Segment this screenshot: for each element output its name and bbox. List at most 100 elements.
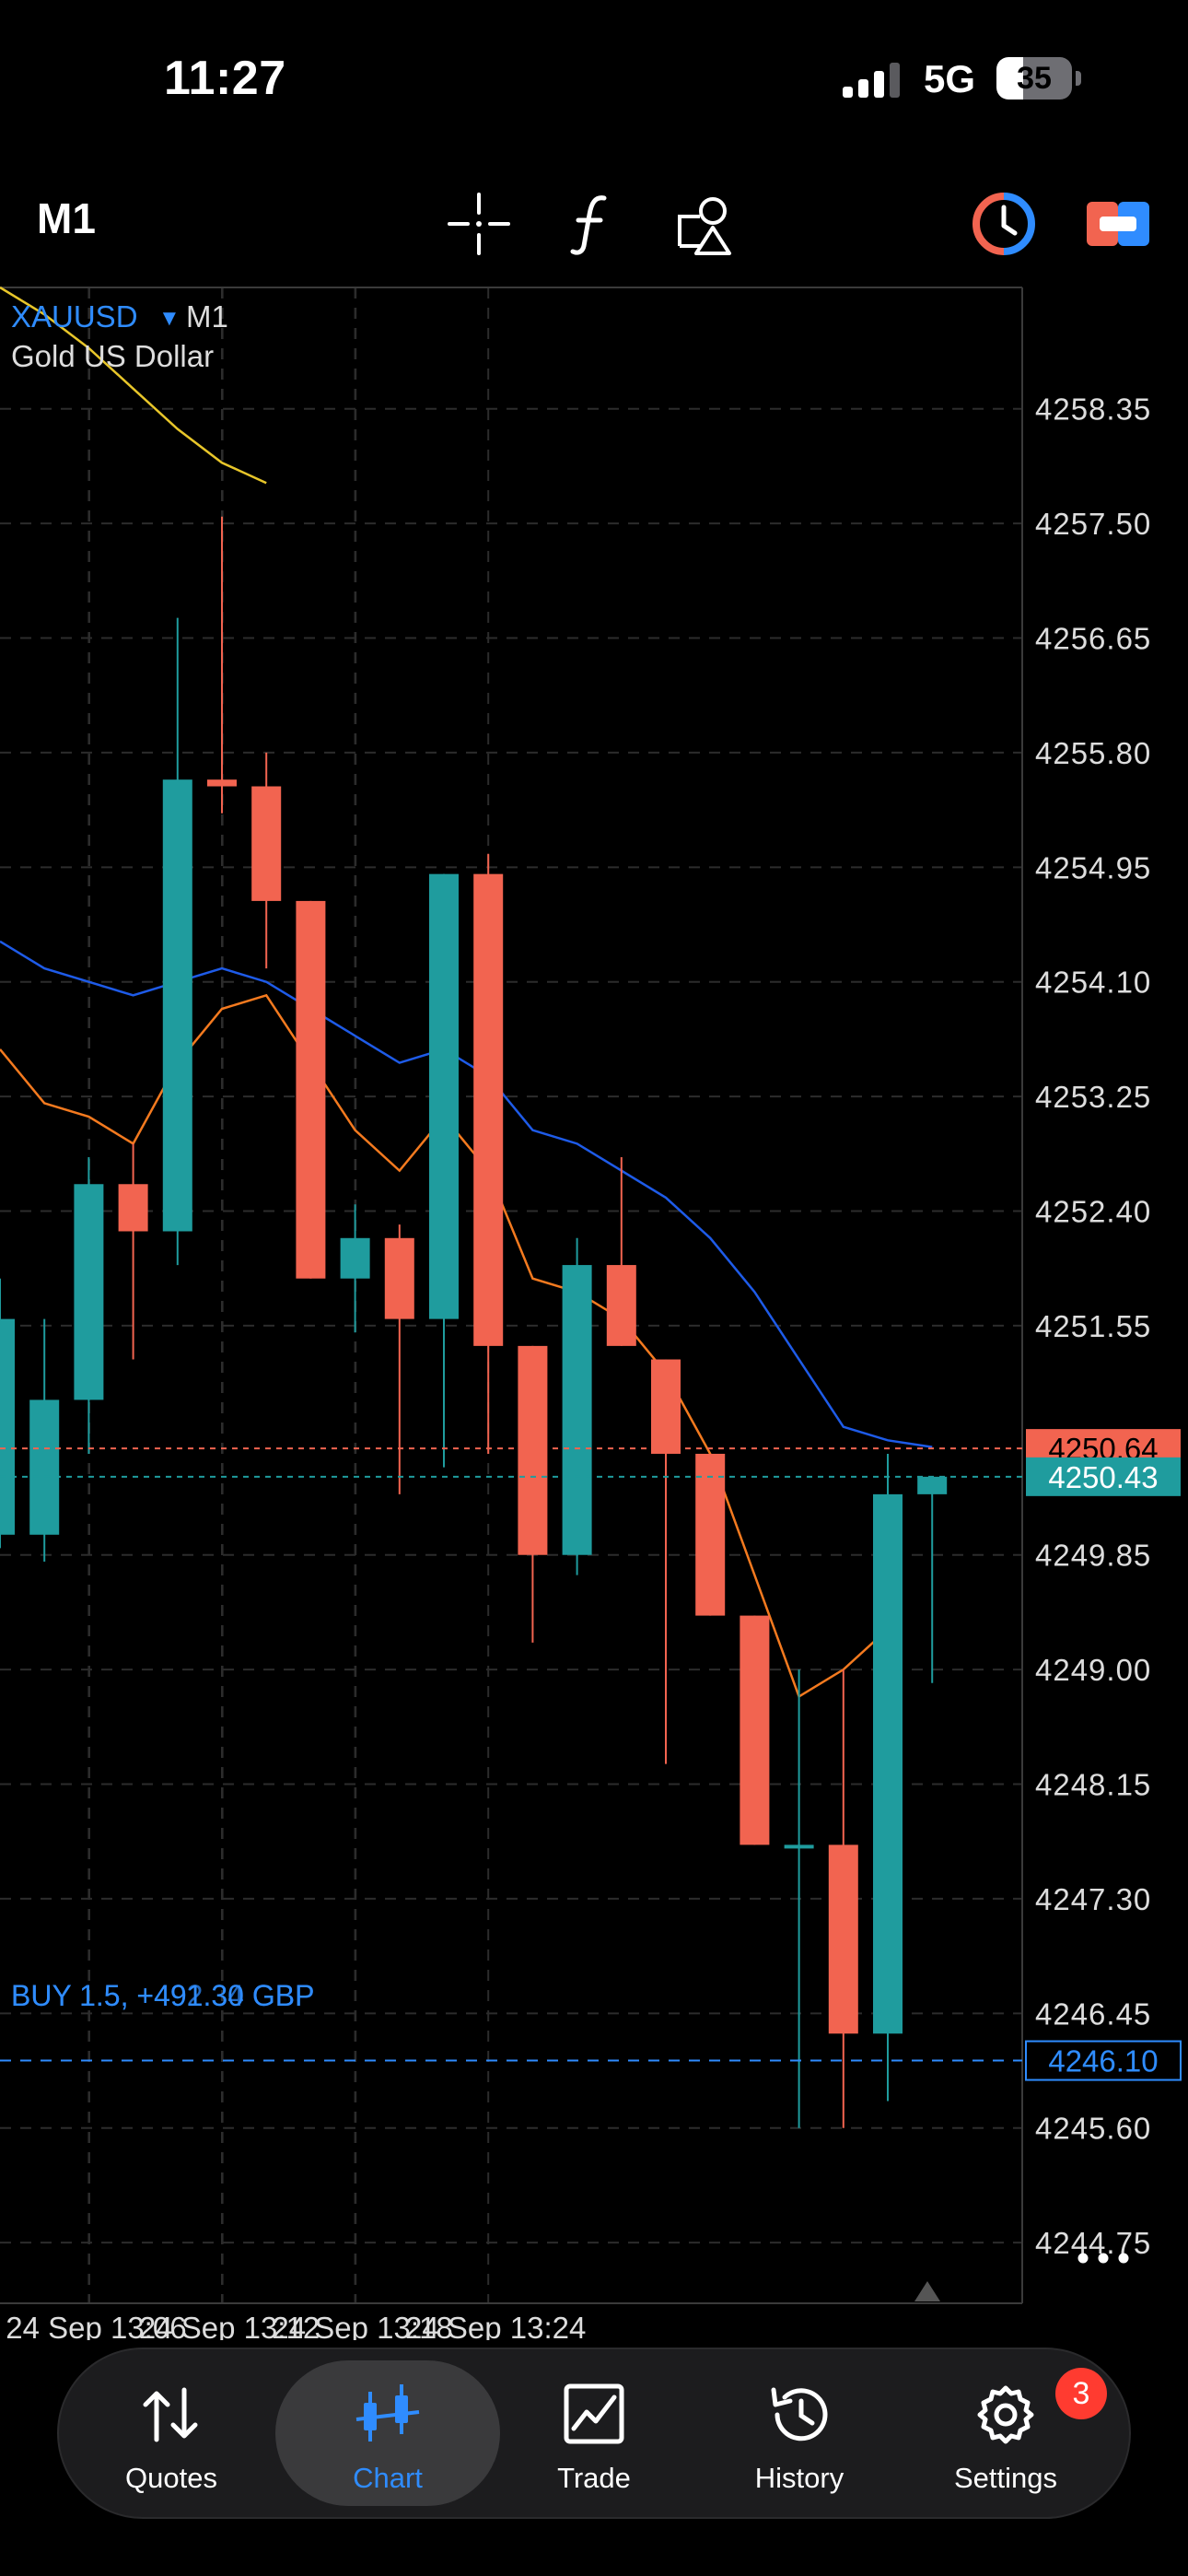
price-tick-label: 4256.65	[1035, 622, 1151, 656]
price-tick-label: 4254.10	[1035, 966, 1151, 1000]
price-levels	[0, 1447, 1022, 2062]
history-icon	[771, 2387, 828, 2441]
candle	[74, 1156, 104, 1454]
symbol-name[interactable]: XAUUSD	[11, 299, 138, 334]
tab-settings[interactable]: 3 Settings	[893, 2360, 1118, 2506]
tab-quotes[interactable]: Quotes	[59, 2360, 284, 2506]
time-tick-label: 24 Sep 13:12	[139, 2311, 320, 2340]
chart-shift-marker-icon[interactable]	[914, 2281, 940, 2301]
candle-body	[207, 779, 237, 787]
candle	[695, 1453, 726, 1616]
candle-body	[296, 900, 326, 1279]
candle	[740, 1615, 770, 1845]
candle	[917, 1476, 948, 1683]
candle	[473, 853, 504, 1454]
moving-averages	[0, 286, 933, 1699]
candle-body	[606, 1265, 636, 1346]
crosshair-icon[interactable]	[444, 189, 514, 259]
candle	[651, 1359, 681, 1764]
price-tick-label: 4247.30	[1035, 1882, 1151, 1916]
bid-price-label-box	[1026, 1457, 1181, 1496]
candle	[784, 1669, 814, 2128]
candle-body	[162, 779, 192, 1232]
candle-body	[695, 1453, 726, 1616]
indicators-icon[interactable]	[558, 189, 628, 259]
tab-history[interactable]: History	[687, 2360, 912, 2506]
price-tick-label: 4248.15	[1035, 1768, 1151, 1802]
price-tick-label: 4249.00	[1035, 1653, 1151, 1687]
tab-label: Trade	[557, 2462, 631, 2494]
position-price-label: 4246.10	[1048, 2044, 1158, 2078]
signal-strength-icon	[843, 63, 900, 98]
candle	[118, 1143, 148, 1360]
candle-body	[828, 1844, 858, 2034]
ma-line-ma-long	[0, 286, 267, 485]
candle	[873, 1453, 903, 2102]
trade-icon	[564, 2383, 624, 2444]
ma-line-ma-slow	[0, 940, 933, 1448]
price-tick-label: 4254.95	[1035, 850, 1151, 884]
candle-body	[384, 1237, 414, 1319]
time-tick-label: 24 Sep 13:24	[405, 2311, 586, 2340]
price-tick-label: 4258.35	[1035, 392, 1151, 427]
symbol-dropdown-icon[interactable]: ▼	[158, 306, 181, 331]
candle-body	[518, 1345, 548, 1555]
status-time: 11:27	[164, 52, 286, 105]
candle	[207, 516, 237, 814]
one-click-trading-icon[interactable]	[969, 189, 1039, 259]
quotes-icon	[143, 2387, 198, 2442]
price-tick-label: 4249.85	[1035, 1539, 1151, 1573]
symbol-description: Gold US Dollar	[11, 339, 214, 373]
tab-trade[interactable]: Trade	[482, 2360, 706, 2506]
price-tick-label: 4251.55	[1035, 1309, 1151, 1343]
candle-body	[473, 873, 504, 1346]
candle	[562, 1237, 592, 1575]
position-line-label[interactable]: BUY 1.5, +491.30 GBP BUY 1.5, +492.34 GB…	[11, 1979, 314, 2012]
bottom-navigation: Quotes Chart Trade History 3 Settin	[59, 2349, 1129, 2517]
price-chart[interactable]: 4258.35 4257.50 4256.65 4255.80 4254.95 4254.…	[0, 286, 1188, 2340]
candle-body	[651, 1359, 681, 1454]
settings-icon	[977, 2385, 1034, 2444]
tab-chart[interactable]: Chart	[275, 2360, 500, 2506]
candle	[162, 617, 192, 1266]
price-tick-label: 4252.40	[1035, 1195, 1151, 1229]
candle-body	[74, 1184, 104, 1400]
candle-body	[340, 1237, 370, 1279]
tab-label: Quotes	[125, 2462, 217, 2494]
candle-body	[29, 1399, 60, 1535]
candle	[518, 1345, 548, 1643]
price-tick-label: 4246.45	[1035, 1996, 1151, 2031]
candle	[251, 752, 282, 969]
timeframe-selector[interactable]: M1	[37, 194, 96, 242]
price-tick-label: 4255.80	[1035, 736, 1151, 770]
candle-body	[251, 786, 282, 901]
chart-icon	[355, 2384, 420, 2441]
tab-label: Settings	[953, 2462, 1057, 2494]
bid-price-label: 4250.43	[1048, 1460, 1158, 1494]
tab-label: History	[754, 2462, 844, 2494]
battery-icon: 35	[996, 57, 1081, 103]
price-tick-label: 4244.75	[1035, 2226, 1151, 2260]
price-tick-label: 4253.25	[1035, 1080, 1151, 1114]
candle	[296, 900, 326, 1279]
candle-body	[740, 1615, 770, 1845]
objects-icon[interactable]	[672, 189, 742, 259]
more-options-icon[interactable]	[1077, 2253, 1129, 2264]
candle-body	[784, 1844, 814, 1849]
candle-body	[429, 873, 459, 1319]
position-price-label-box	[1025, 2040, 1182, 2081]
candle-body	[562, 1265, 592, 1555]
candle	[384, 1224, 414, 1494]
time-tick-label: 24 Sep 13:06	[6, 2311, 186, 2340]
price-tick-label: 4245.60	[1035, 2112, 1151, 2146]
price-tick-label: 4257.50	[1035, 507, 1151, 541]
trade-panel-icon[interactable]	[1083, 189, 1153, 259]
candle	[0, 1278, 15, 1549]
candle-body	[917, 1476, 948, 1494]
candle	[429, 873, 459, 1468]
settings-notification-badge: 3	[1055, 2368, 1107, 2419]
position-label[interactable]: BUY 1.5, +491.30 GBP	[11, 1979, 314, 2012]
candle-body	[118, 1184, 148, 1232]
candle	[828, 1669, 858, 2128]
